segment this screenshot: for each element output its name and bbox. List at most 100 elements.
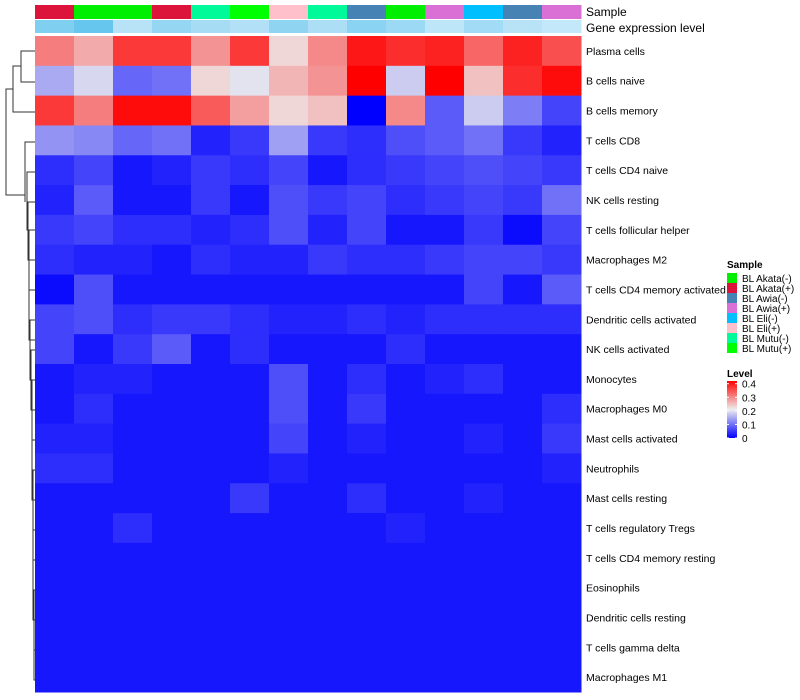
heatmap-cell <box>425 632 465 663</box>
heatmap-cell <box>74 36 114 67</box>
heatmap-cell <box>464 334 504 365</box>
heatmap-cell <box>503 542 543 574</box>
row-label: Macrophages M2 <box>586 255 667 267</box>
heatmap-cell <box>347 542 387 574</box>
heatmap-cell <box>35 214 75 246</box>
heatmap-cell <box>542 483 582 514</box>
heatmap-cell <box>74 95 114 126</box>
heatmap-cell <box>74 155 114 186</box>
heatmap-cell <box>464 274 504 305</box>
dendrogram-branch <box>26 171 35 231</box>
heatmap-cell <box>503 334 543 365</box>
heatmap-cell <box>347 423 387 454</box>
sample-annotation-cell <box>308 5 348 19</box>
heatmap-cell <box>230 95 270 126</box>
heatmap-cell <box>464 214 504 246</box>
heatmap-cell <box>503 572 543 604</box>
heatmap-cell <box>308 423 348 454</box>
row-label: Mast cells resting <box>586 493 667 505</box>
heatmap-cell <box>230 185 270 216</box>
heatmap-cell <box>464 662 504 693</box>
gene-expression-annotation-cell <box>113 20 153 33</box>
heatmap-cell <box>386 572 426 604</box>
heatmap-cell <box>542 36 582 67</box>
heatmap-cell <box>113 662 153 693</box>
heatmap-cell <box>269 36 309 67</box>
heatmap-cell <box>464 364 504 395</box>
heatmap-cell <box>386 185 426 216</box>
heatmap-cell <box>503 214 543 246</box>
gene-expression-annotation-cell <box>152 20 192 33</box>
heatmap-cell <box>542 423 582 454</box>
gene-expression-annotation-cell <box>230 20 270 33</box>
heatmap-cell <box>347 393 387 425</box>
heatmap-cell <box>35 95 75 126</box>
heatmap-cell <box>74 513 114 544</box>
heatmap-cell <box>503 364 543 395</box>
heatmap-cell <box>113 542 153 574</box>
heatmap-cell <box>152 155 192 186</box>
heatmap-cell <box>503 423 543 454</box>
heatmap-cell <box>113 304 153 335</box>
heatmap-cell <box>152 36 192 67</box>
heatmap-cell <box>230 453 270 484</box>
heatmap-cell <box>152 513 192 544</box>
sample-annotation-cell <box>386 5 426 19</box>
heatmap-cell <box>425 572 465 604</box>
heatmap-cell <box>308 125 348 156</box>
gene-expression-annotation-cell <box>386 20 426 33</box>
heatmap-cell <box>347 453 387 484</box>
heatmap-cell <box>74 304 114 335</box>
heatmap-cell <box>425 364 465 395</box>
heatmap-cell <box>35 662 75 693</box>
heatmap-cell <box>464 602 504 633</box>
row-label: T cells follicular helper <box>586 225 690 237</box>
sample-annotation-label: Sample <box>586 5 627 19</box>
heatmap-cell <box>542 65 582 97</box>
heatmap-cell <box>152 542 192 574</box>
heatmap-cell <box>269 65 309 97</box>
heatmap-cell <box>542 334 582 365</box>
heatmap-cell <box>35 244 75 276</box>
dendrogram-branch <box>30 349 35 411</box>
heatmap-cell <box>542 662 582 693</box>
heatmap-cell <box>347 155 387 186</box>
heatmap-cell <box>152 483 192 514</box>
heatmap-cell <box>464 95 504 126</box>
heatmap-cell <box>503 393 543 425</box>
row-label: NK cells resting <box>586 195 659 207</box>
heatmap-cell <box>152 214 192 246</box>
row-label: Dendritic cells resting <box>586 612 686 624</box>
heatmap-cell <box>191 542 231 574</box>
heatmap-cell <box>347 364 387 395</box>
heatmap-cell <box>347 274 387 305</box>
heatmap-cell <box>464 65 504 97</box>
heatmap-cell <box>308 632 348 663</box>
heatmap-cell <box>269 185 309 216</box>
sample-legend-label: BL Eli(+) <box>742 324 780 335</box>
row-labels: Plasma cells B cells naive B cells memory T… <box>586 46 726 684</box>
heatmap-cell <box>191 334 231 365</box>
heatmap-cell <box>308 483 348 514</box>
heatmap-cell <box>386 244 426 276</box>
heatmap-cell <box>230 632 270 663</box>
heatmap-cell <box>269 364 309 395</box>
heatmap-cell <box>35 453 75 484</box>
heatmap-cell <box>113 572 153 604</box>
dendrogram-branch <box>20 50 35 83</box>
heatmap-cell <box>113 393 153 425</box>
heatmap-cell <box>191 393 231 425</box>
dendrogram-branch <box>33 589 35 681</box>
heatmap-cell <box>74 662 114 693</box>
heatmap-cell <box>542 364 582 395</box>
heatmap-cell <box>230 334 270 365</box>
heatmap-cell <box>503 602 543 633</box>
heatmap-cell <box>74 632 114 663</box>
heatmap-cell <box>113 36 153 67</box>
heatmap-cell <box>386 662 426 693</box>
heatmap-cell <box>386 632 426 663</box>
heatmap-cell <box>347 214 387 246</box>
heatmap-cell <box>386 453 426 484</box>
level-legend-title: Level <box>727 369 753 380</box>
